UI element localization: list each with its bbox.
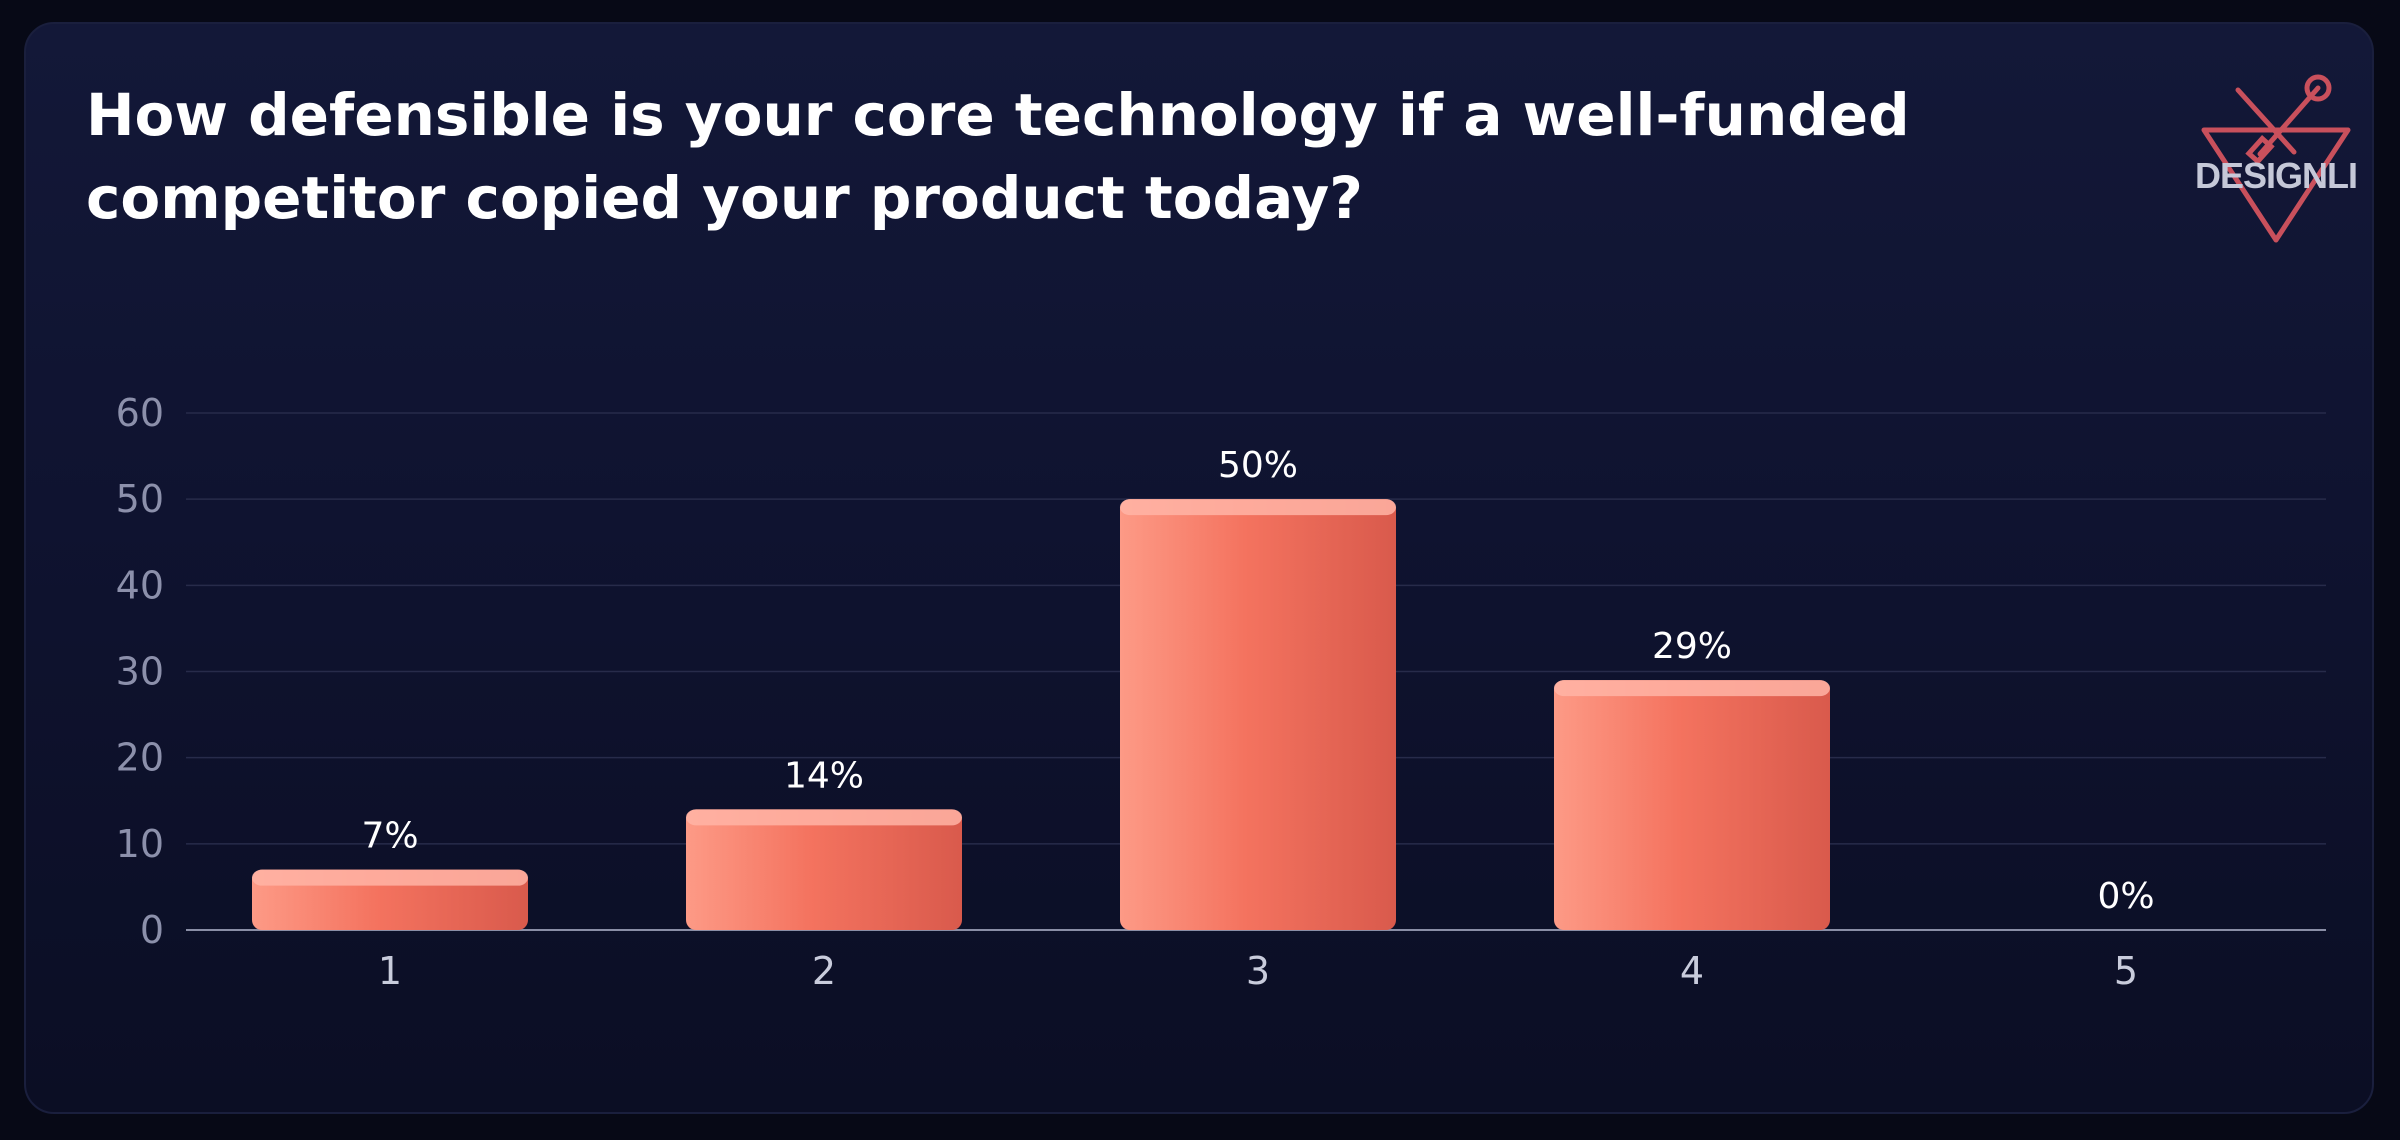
bar — [1120, 499, 1396, 930]
data-label: 0% — [2097, 876, 2154, 917]
data-label: 50% — [1218, 445, 1298, 486]
y-tick-label: 20 — [116, 736, 164, 780]
chart-title: How defensible is your core technology i… — [86, 81, 1910, 232]
bar — [1554, 680, 1830, 930]
x-axis-categories: 1 2 3 4 5 — [378, 949, 2138, 993]
x-category-label: 2 — [812, 949, 836, 993]
y-tick-label: 30 — [116, 650, 164, 694]
bar — [686, 809, 962, 930]
x-category-label: 5 — [2114, 949, 2138, 993]
data-labels: 7% 14% 50% 29% 0% — [361, 445, 2154, 917]
bar-chart: 0 10 20 30 40 50 60 7% 14% 50% 29% 0% 1 2 3 4 5 — [116, 391, 2326, 993]
bar-body — [686, 809, 962, 930]
data-label: 29% — [1652, 626, 1732, 667]
designli-logo: DESIGNLI — [2176, 60, 2372, 260]
y-tick-label: 10 — [116, 822, 164, 866]
bars — [252, 499, 1830, 930]
x-category-label: 4 — [1680, 949, 1704, 993]
y-tick-label: 50 — [116, 477, 164, 521]
data-label: 7% — [361, 816, 418, 857]
x-category-label: 3 — [1246, 949, 1270, 993]
wrench-tools-icon — [2201, 74, 2351, 243]
logo-text: DESIGNLI — [2194, 155, 2358, 196]
y-tick-label: 60 — [116, 391, 164, 435]
data-label: 14% — [784, 755, 864, 796]
bar-cap — [1554, 680, 1830, 697]
bar-cap — [252, 869, 528, 886]
bar — [252, 869, 528, 930]
y-axis-ticks: 0 10 20 30 40 50 60 — [116, 391, 164, 952]
bar-body — [1554, 680, 1830, 930]
x-category-label: 1 — [378, 949, 402, 993]
bar-body — [1120, 499, 1396, 930]
chart-card: How defensible is your core technology i… — [24, 22, 2374, 1114]
y-tick-label: 0 — [140, 908, 164, 952]
y-tick-label: 40 — [116, 563, 164, 607]
bar-cap — [1120, 499, 1396, 516]
bar-cap — [686, 809, 962, 826]
